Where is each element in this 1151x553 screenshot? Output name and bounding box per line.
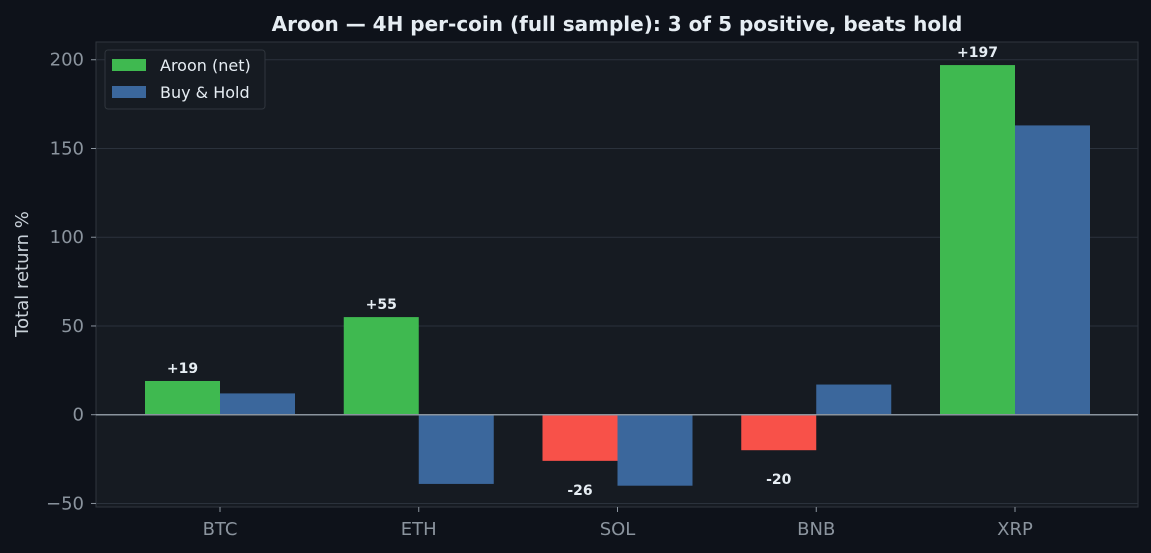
x-tick-label-sol: SOL bbox=[600, 519, 636, 540]
bar-buyhold-xrp bbox=[1015, 125, 1090, 415]
bar-aroon-bnb bbox=[741, 414, 817, 451]
bar-buyhold-eth bbox=[418, 414, 494, 484]
x-tick-label-bnb: BNB bbox=[797, 519, 835, 540]
legend-swatch-aroon bbox=[112, 59, 146, 71]
bar-aroon-sol bbox=[542, 414, 618, 461]
data-label-aroon-sol: -26 bbox=[567, 483, 592, 499]
bar-aroon-xrp bbox=[940, 65, 1015, 415]
x-tick-label-eth: ETH bbox=[401, 519, 437, 540]
axes: BTC ETH SOL BNB XRP −50 0 50 100 150 200 bbox=[46, 50, 1138, 540]
data-label-aroon-bnb: -20 bbox=[766, 472, 792, 488]
bars bbox=[145, 65, 1090, 486]
y-tick-label-50: 50 bbox=[61, 316, 84, 337]
bar-buyhold-sol bbox=[617, 414, 693, 486]
bar-aroon-btc bbox=[145, 380, 220, 415]
legend-label-buyhold: Buy & Hold bbox=[160, 83, 250, 102]
data-label-aroon-btc: +19 bbox=[167, 361, 198, 377]
bar-buyhold-btc bbox=[220, 393, 295, 415]
y-tick-label-200: 200 bbox=[50, 50, 84, 71]
legend-label-aroon: Aroon (net) bbox=[160, 56, 251, 75]
chart-title: Aroon — 4H per-coin (full sample): 3 of … bbox=[272, 12, 963, 36]
y-tick-label-100: 100 bbox=[50, 227, 84, 248]
legend-swatch-buyhold bbox=[112, 86, 146, 98]
data-label-aroon-eth: +55 bbox=[366, 297, 397, 313]
x-tick-label-xrp: XRP bbox=[997, 519, 1033, 540]
data-labels: +19 +55 -26 -20 +197 bbox=[167, 45, 998, 499]
y-tick-label-150: 150 bbox=[50, 138, 84, 159]
bar-buyhold-bnb bbox=[816, 384, 892, 415]
bar-aroon-eth bbox=[343, 317, 419, 415]
y-tick-label--50: −50 bbox=[46, 493, 84, 514]
data-label-aroon-xrp: +197 bbox=[957, 45, 998, 61]
x-tick-label-btc: BTC bbox=[203, 519, 238, 540]
y-axis-label: Total return % bbox=[12, 211, 33, 338]
legend: Aroon (net) Buy & Hold bbox=[104, 49, 266, 110]
y-tick-label-0: 0 bbox=[73, 405, 84, 426]
